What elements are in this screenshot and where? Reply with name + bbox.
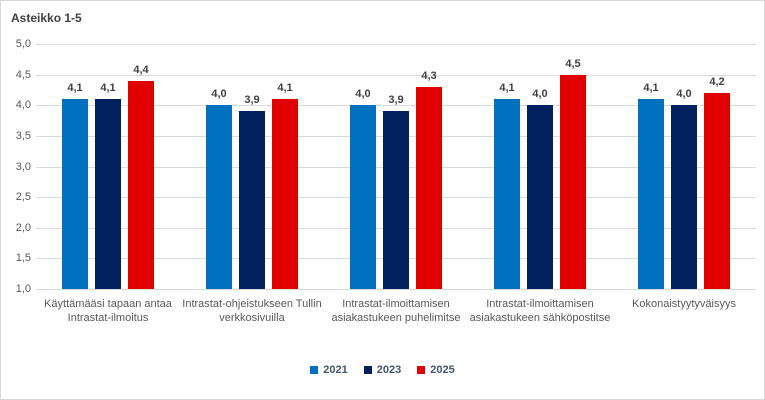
y-axis-tick-label: 4,0 (15, 99, 31, 111)
bar-2023 (95, 99, 121, 289)
y-axis-tick-label: 2,0 (15, 222, 31, 234)
gridline (36, 289, 756, 290)
y-axis-tick-label: 3,0 (15, 161, 31, 173)
bar-2021 (350, 105, 376, 289)
x-axis-category-label: Kokonaistyytyväisyys (632, 298, 736, 310)
x-axis-category-label: Intrastat-ilmoittamisen asiakastukeen puh… (331, 298, 461, 324)
y-axis-tick-label: 4,5 (15, 69, 31, 81)
bar-2025 (128, 81, 154, 289)
bar-2021 (494, 99, 520, 289)
bar-2021 (206, 105, 232, 289)
bar-value-label: 4,0 (211, 88, 227, 100)
bar-2023 (239, 111, 265, 289)
legend-item-2025: 2025 (417, 364, 455, 376)
bar-2025 (560, 75, 586, 289)
bar-value-label: 4,1 (499, 82, 515, 94)
legend: 2021 2023 2025 (1, 364, 764, 376)
legend-swatch-icon (363, 366, 372, 374)
y-axis-tick-label: 1,0 (15, 283, 31, 295)
bar-value-label: 3,9 (388, 94, 404, 106)
bar-value-label: 4,0 (355, 88, 371, 100)
bar-value-label: 4,1 (67, 82, 83, 94)
y-axis-tick-label: 2,5 (15, 191, 31, 203)
y-axis-tick-label: 1,5 (15, 252, 31, 264)
legend-label: 2025 (430, 364, 455, 376)
x-axis-category-label: Intrastat-ilmoittamisen asiakastukeen säh… (469, 298, 611, 324)
legend-label: 2023 (376, 364, 402, 376)
bar-value-label: 4,2 (709, 76, 725, 88)
legend-label: 2021 (323, 364, 348, 376)
bar-value-label: 4,1 (643, 82, 659, 94)
gridline (36, 44, 756, 45)
x-axis-category-label: Käyttämääsi tapaan antaa Intrastat-ilmoit… (44, 298, 172, 324)
bar-2023 (527, 105, 553, 289)
y-axis-tick-label: 5,0 (15, 38, 31, 50)
y-axis-tick-label: 3,5 (15, 130, 31, 142)
bar-value-label: 3,9 (244, 94, 260, 106)
legend-item-2023: 2023 (363, 364, 402, 376)
bar-2025 (272, 99, 298, 289)
bar-value-label: 4,3 (421, 70, 437, 82)
legend-swatch-icon (310, 366, 319, 374)
legend-item-2021: 2021 (310, 364, 348, 376)
bar-value-label: 4,4 (133, 64, 149, 76)
bar-2023 (671, 105, 697, 289)
gridline (36, 105, 756, 106)
bar-value-label: 4,1 (100, 82, 116, 94)
chart-title: Asteikko 1-5 (11, 11, 82, 25)
bar-value-label: 4,5 (565, 58, 581, 70)
bar-2025 (704, 93, 730, 289)
bar-value-label: 4,1 (277, 82, 293, 94)
bar-value-label: 4,0 (676, 88, 692, 100)
bar-2023 (383, 111, 409, 289)
x-axis-category-label: Intrastat-ohjeistukseen Tullin verkkosivu… (182, 298, 322, 324)
bar-2021 (638, 99, 664, 289)
gridline (36, 75, 756, 76)
bar-value-label: 4,0 (532, 88, 548, 100)
bar-2025 (416, 87, 442, 289)
bar-2021 (62, 99, 88, 289)
legend-swatch-icon (417, 366, 426, 374)
